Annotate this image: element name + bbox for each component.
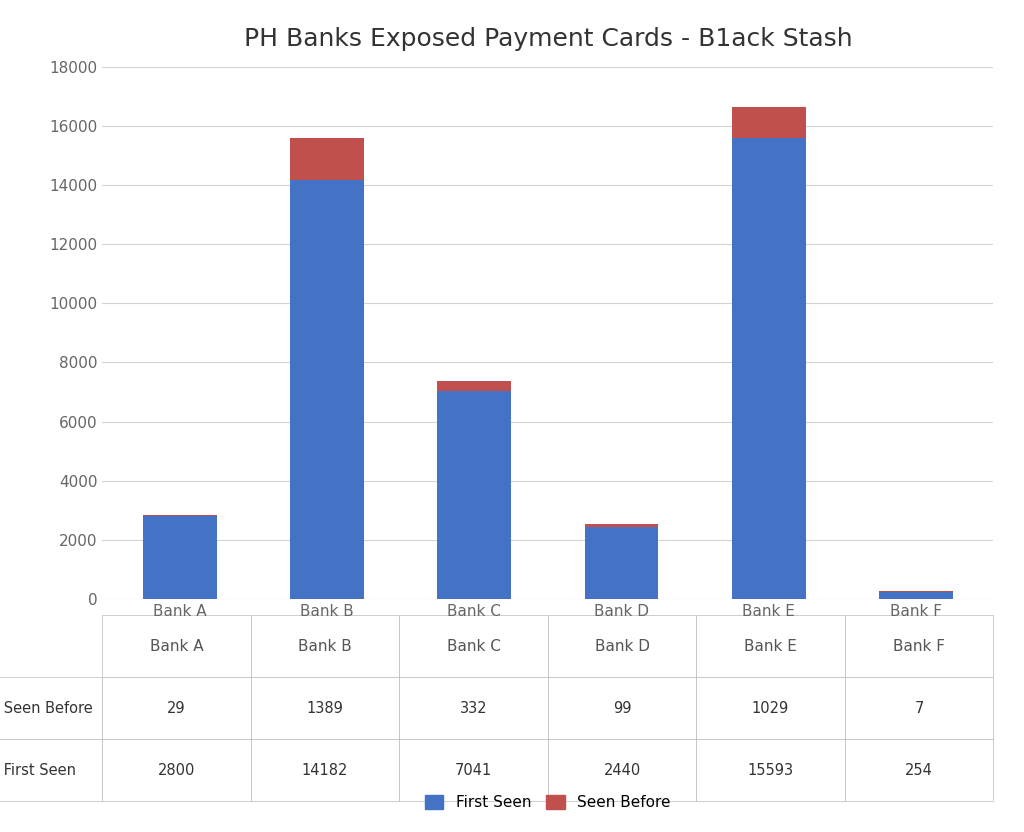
Bar (732, 138, 806, 599)
Bar (143, 515, 216, 516)
Title: PH Banks Exposed Payment Cards - B1ack Stash: PH Banks Exposed Payment Cards - B1ack S… (244, 27, 852, 51)
Bar (880, 592, 952, 599)
Bar (437, 391, 511, 599)
Bar (290, 138, 364, 180)
Legend: First Seen, Seen Before: First Seen, Seen Before (419, 789, 677, 816)
Bar (437, 381, 511, 391)
Bar (290, 180, 364, 599)
Bar (732, 107, 806, 138)
Bar (585, 527, 658, 599)
Bar (143, 516, 216, 599)
Bar (585, 524, 658, 527)
